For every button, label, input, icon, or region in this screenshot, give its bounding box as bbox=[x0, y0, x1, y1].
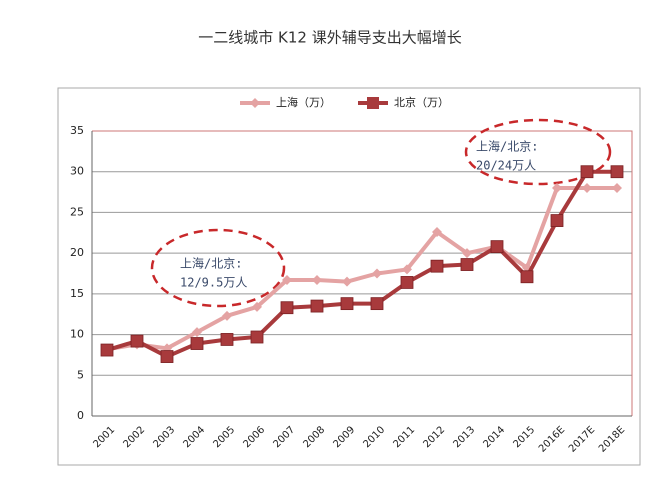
data-point bbox=[580, 165, 594, 179]
data-point bbox=[432, 226, 442, 237]
data-point bbox=[490, 240, 504, 254]
y-tick-label: 30 bbox=[70, 165, 84, 178]
data-point bbox=[252, 301, 262, 312]
data-point bbox=[610, 165, 624, 179]
plot-border bbox=[92, 130, 633, 416]
data-point bbox=[400, 276, 414, 289]
y-tick-label: 5 bbox=[77, 368, 84, 381]
data-point bbox=[342, 276, 352, 287]
data-point bbox=[460, 258, 474, 271]
y-tick-label: 0 bbox=[77, 409, 84, 422]
data-point bbox=[402, 264, 412, 275]
data-point bbox=[282, 275, 292, 286]
annotation: 上海/北京: bbox=[180, 256, 242, 271]
data-point bbox=[430, 259, 444, 273]
data-point bbox=[160, 350, 174, 363]
legend-marker bbox=[367, 97, 379, 109]
data-point bbox=[222, 310, 232, 321]
y-tick-label: 10 bbox=[70, 328, 84, 341]
data-point bbox=[520, 270, 534, 284]
data-point bbox=[220, 333, 234, 346]
legend-marker bbox=[250, 98, 260, 108]
data-point bbox=[370, 297, 384, 311]
data-point bbox=[250, 330, 264, 344]
data-point bbox=[582, 183, 592, 193]
data-point bbox=[192, 327, 202, 338]
series-line bbox=[106, 186, 617, 352]
legend-label: 上海（万） bbox=[276, 95, 331, 109]
data-point bbox=[130, 334, 144, 348]
y-tick-label: 25 bbox=[70, 205, 84, 218]
chart-frame bbox=[57, 87, 641, 466]
data-point bbox=[310, 299, 324, 313]
data-point bbox=[340, 297, 354, 311]
annotation: 上海/北京: bbox=[476, 139, 538, 154]
annotation: 20/24万人 bbox=[476, 159, 536, 173]
data-point bbox=[312, 275, 322, 286]
y-tick-label: 15 bbox=[70, 287, 84, 300]
legend-label: 北京（万） bbox=[394, 95, 449, 109]
highlight-ellipse bbox=[150, 228, 286, 308]
data-point bbox=[552, 183, 562, 193]
data-point bbox=[280, 301, 294, 315]
y-tick-label: 20 bbox=[70, 246, 84, 259]
highlight-ellipse bbox=[464, 118, 612, 186]
data-point bbox=[550, 214, 564, 227]
data-point bbox=[612, 183, 622, 193]
data-point bbox=[100, 343, 114, 357]
data-point bbox=[372, 268, 382, 279]
y-tick-label: 35 bbox=[70, 124, 84, 137]
data-point bbox=[190, 337, 204, 350]
data-point bbox=[462, 248, 472, 259]
chart-title: 一二线城市 K12 课外辅导支出大幅增长 bbox=[198, 29, 461, 47]
annotation: 12/9.5万人 bbox=[180, 276, 247, 290]
